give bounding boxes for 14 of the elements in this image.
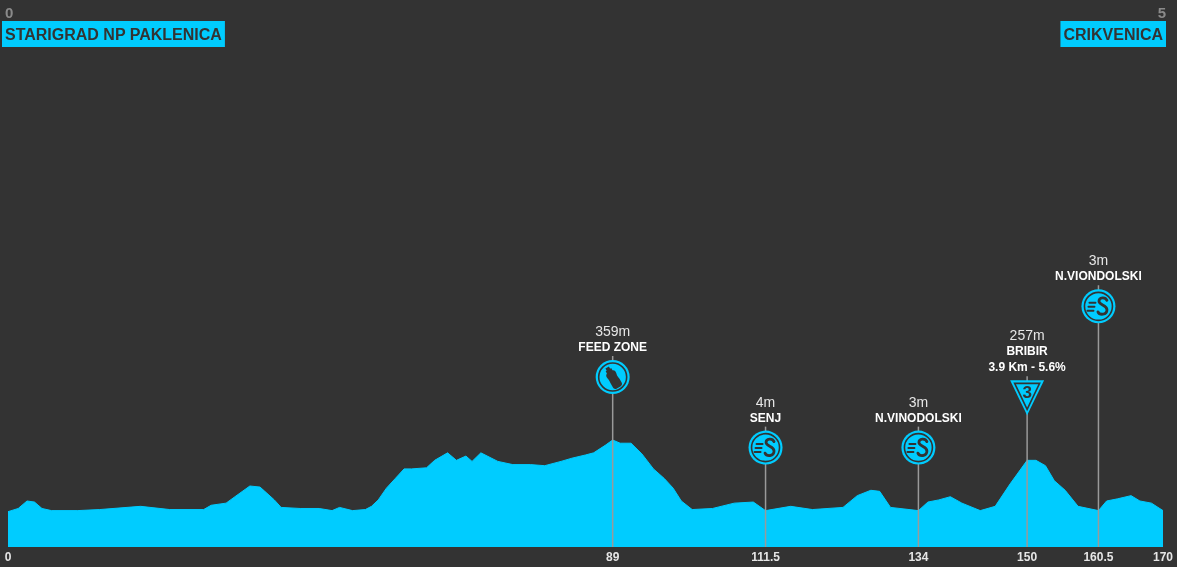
ref-line-label: 3m N.VINODOLSKI	[875, 393, 962, 425]
x-tick-label: 0	[4, 550, 12, 564]
x-tick-label: 160.5	[1083, 550, 1114, 564]
x-tick-label: 170	[1152, 550, 1174, 564]
text: 0	[5, 3, 14, 21]
ref-line-label: 359m FEED ZONE	[578, 323, 648, 354]
text: 5	[1157, 3, 1166, 21]
x-tick-label: 111.5	[751, 550, 781, 564]
x-tick-label: 134	[908, 550, 929, 564]
x-tick-label: 89	[606, 550, 620, 564]
x-tick-label: 150	[1017, 550, 1038, 564]
ref-line-label: 257m BRIBIR 3.9 Km - 5.6% 3	[988, 327, 1067, 402]
ref-line-label: 3m N.VIONDOLSKI	[1055, 252, 1142, 284]
ref-line-label: 4m SENJ	[749, 393, 782, 425]
